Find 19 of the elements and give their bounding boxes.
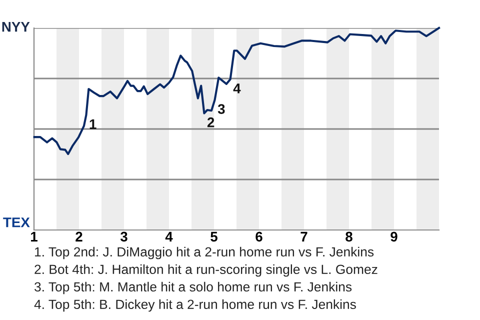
x-tick-label: 7 xyxy=(300,232,308,242)
x-tick-label: 1 xyxy=(31,232,38,242)
annotation: 2 xyxy=(207,117,214,128)
text: TEX xyxy=(3,218,30,228)
annotation: 3 xyxy=(218,104,225,114)
annotation: 1 xyxy=(90,119,96,129)
x-tick-label: 9 xyxy=(390,232,398,242)
annotation: 4 xyxy=(233,84,241,94)
text: 1. Top 2nd: J. DiMaggio hit a 2-run home run vs F. Jenkins xyxy=(35,246,374,260)
text: 3. Top 5th: M. Mantle hit a solo home run vs F. Jenkins xyxy=(34,282,352,294)
text: 2. Bot 4th: J. Hamilton hit a run-scoring single vs L. Gomez xyxy=(34,264,378,277)
text: NYY xyxy=(2,22,30,32)
x-tick-label: 4 xyxy=(165,232,173,242)
x-tick-label: 8 xyxy=(346,232,352,242)
x-tick-label: 3 xyxy=(120,232,128,242)
x-tick-label: 6 xyxy=(256,232,262,242)
text: 4. Top 5th: B. Dickey hit a 2-run home run vs F. Jenkins xyxy=(34,299,356,312)
x-tick-label: 5 xyxy=(210,232,218,242)
x-tick-label: 2 xyxy=(76,232,82,242)
